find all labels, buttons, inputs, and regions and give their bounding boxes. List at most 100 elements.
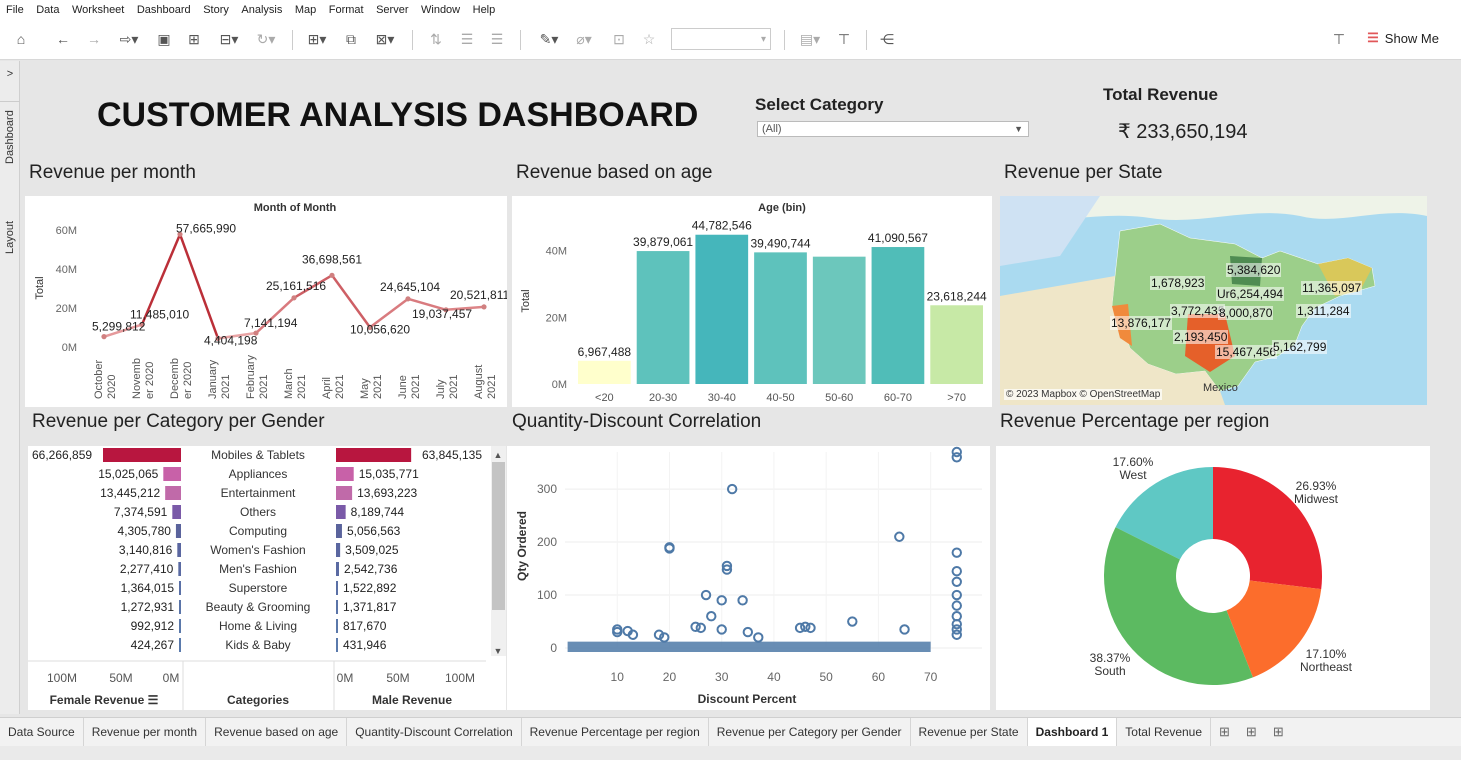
- scatter-point: [721, 560, 733, 572]
- scatter-point: [612, 624, 623, 635]
- tab-layout[interactable]: Layout: [4, 220, 16, 254]
- scatter-point: [951, 629, 962, 640]
- menu-item[interactable]: Help: [472, 4, 496, 16]
- month-x-tick: Decemb er 2020: [169, 358, 194, 399]
- scatter-point: [695, 622, 707, 634]
- new-dashboard-icon[interactable]: ⊞: [1245, 724, 1257, 739]
- attach-icon[interactable]: ⌀▾: [576, 30, 592, 47]
- revenue-state-map[interactable]: 1,678,923 5,384,620 Ur6,254,494 11,365,097 1…: [1000, 196, 1427, 405]
- revenue-age-chart[interactable]: Age (bin) Total 0M 20M 40M 6,967,488 <20 39,879…: [512, 196, 992, 407]
- menu-item[interactable]: Format: [328, 4, 364, 16]
- presentation-icon[interactable]: ⊤: [837, 30, 851, 47]
- state-revenue-label: Ur6,254,494: [1216, 287, 1285, 301]
- scatter-point: [716, 624, 727, 635]
- home-icon[interactable]: ⌂: [16, 31, 26, 47]
- month-x-tick-line1: January: [207, 359, 219, 399]
- month-data-label: 36,698,561: [302, 252, 362, 266]
- scrollbar-thumb: [492, 462, 505, 610]
- month-data-label: 5,299,812: [92, 320, 146, 334]
- female-value-label: 1,364,015: [121, 581, 175, 595]
- female-value-label: 66,266,859: [32, 448, 92, 462]
- month-line-segment: [330, 274, 372, 329]
- tooltip-icon[interactable]: ⊤: [1332, 30, 1346, 47]
- scatter-y-tick: 100: [537, 588, 557, 602]
- qty-discount-chart[interactable]: 0 100 200 300 10 20 30 40 50 60 70 Discount Percent…: [507, 446, 990, 710]
- save-icon[interactable]: ▣: [157, 30, 171, 47]
- scatter-point: [706, 611, 717, 622]
- sort-desc-icon[interactable]: ☰: [490, 30, 504, 47]
- month-point: [481, 304, 487, 310]
- menu-item[interactable]: Server: [376, 4, 409, 16]
- redirect-icon[interactable]: ⇨▾: [119, 30, 139, 47]
- menu-item[interactable]: Map: [294, 4, 317, 16]
- category-label: Home & Living: [219, 619, 297, 633]
- pin-icon[interactable]: ☆: [642, 30, 656, 47]
- share-icon[interactable]: ⋲: [880, 30, 894, 47]
- sheet-tab[interactable]: Total Revenue: [1117, 717, 1212, 747]
- sheet-tab[interactable]: Revenue based on age: [206, 717, 348, 747]
- scatter-point: [951, 624, 962, 635]
- menu-item[interactable]: Story: [203, 4, 229, 16]
- category-filter-dropdown[interactable]: (All) ▼: [757, 121, 1029, 137]
- male-axis-tick: 100M: [445, 671, 475, 685]
- sheet-tab[interactable]: Revenue per State: [911, 717, 1028, 747]
- sheet-tab[interactable]: Revenue per month: [84, 717, 207, 747]
- female-revenue-bar: [177, 543, 181, 557]
- scatter-x-tick: 60: [872, 670, 886, 684]
- label-icon[interactable]: ⊡: [613, 30, 625, 47]
- male-axis-tick: 0M: [337, 671, 354, 685]
- sheet-tab[interactable]: Dashboard 1: [1027, 717, 1118, 747]
- menu-item[interactable]: Analysis: [241, 4, 283, 16]
- month-x-tick-line1: October: [93, 360, 105, 399]
- menu-item[interactable]: Worksheet: [71, 4, 125, 16]
- new-story-icon[interactable]: ⊞: [1272, 724, 1284, 739]
- month-data-label: 20,521,811: [450, 288, 507, 302]
- month-point: [177, 231, 183, 237]
- refresh-icon[interactable]: ↻▾: [256, 30, 276, 47]
- categories-header: Categories: [227, 693, 289, 707]
- show-me-button[interactable]: ☰ Show Me: [1367, 30, 1439, 46]
- category-filter-value: (All): [762, 123, 782, 135]
- forward-icon[interactable]: →: [87, 31, 101, 47]
- month-point: [405, 296, 411, 302]
- male-value-label: 13,693,223: [357, 486, 417, 500]
- revenue-month-chart[interactable]: Month of Month Total 0M 20M 40M 60M 5,299,812 1…: [25, 196, 507, 407]
- menu-item[interactable]: Window: [421, 4, 461, 16]
- sheet-title-region-pct: Revenue Percentage per region: [1000, 411, 1270, 432]
- male-revenue-bar: [336, 524, 342, 538]
- pause-icon[interactable]: ⊟▾: [219, 30, 239, 47]
- sheet-tab[interactable]: Revenue Percentage per region: [522, 717, 709, 747]
- menu-item[interactable]: File: [6, 4, 24, 16]
- month-data-label: 19,037,457: [412, 307, 472, 321]
- swap-icon[interactable]: ⇅: [430, 30, 442, 47]
- mexico-landmass: [1000, 276, 1225, 405]
- age-x-tick: 30-40: [708, 392, 736, 404]
- fit-dropdown[interactable]: ▾: [671, 28, 771, 50]
- menu-item[interactable]: Dashboard: [136, 4, 191, 16]
- new-worksheet-icon[interactable]: ⊞▾: [307, 30, 327, 47]
- male-revenue-bar: [336, 562, 339, 576]
- sheet-tab[interactable]: Quantity-Discount Correlation: [347, 717, 522, 747]
- region-slice: [1226, 580, 1322, 678]
- region-pie-chart[interactable]: 26.93% Midwest 17.10% Northeast 38.37% South 1…: [996, 446, 1430, 710]
- new-datasource-icon[interactable]: ⊞: [188, 30, 200, 47]
- sheet-tab[interactable]: Data Source: [0, 717, 84, 747]
- scatter-point: [951, 589, 962, 601]
- sheet-tab[interactable]: Revenue per Category per Gender: [709, 717, 911, 747]
- category-gender-chart[interactable]: 66,266,859 63,845,135 Mobiles & Tablets 15,…: [28, 446, 506, 710]
- scatter-point: [659, 632, 670, 643]
- menu-item[interactable]: Data: [36, 4, 60, 16]
- clear-sheet-icon[interactable]: ⊠▾: [375, 30, 395, 47]
- tab-dashboard[interactable]: Dashboard: [0, 101, 20, 173]
- sort-asc-icon[interactable]: ☰: [460, 30, 474, 47]
- menu-bar: File Data Worksheet Dashboard Story Analysis M…: [0, 0, 1461, 20]
- expand-panel-icon[interactable]: >: [6, 68, 14, 80]
- new-worksheet-icon[interactable]: ⊞: [1219, 724, 1230, 739]
- male-revenue-bar: [336, 638, 338, 652]
- month-x-tick-line1: August: [473, 365, 485, 399]
- back-icon[interactable]: ←: [56, 31, 70, 47]
- month-x-tick: October 2020: [93, 360, 118, 399]
- show-cards-icon[interactable]: ▤▾: [799, 30, 821, 47]
- highlight-icon[interactable]: ✎▾: [539, 30, 559, 47]
- duplicate-icon[interactable]: ⧉: [346, 30, 356, 47]
